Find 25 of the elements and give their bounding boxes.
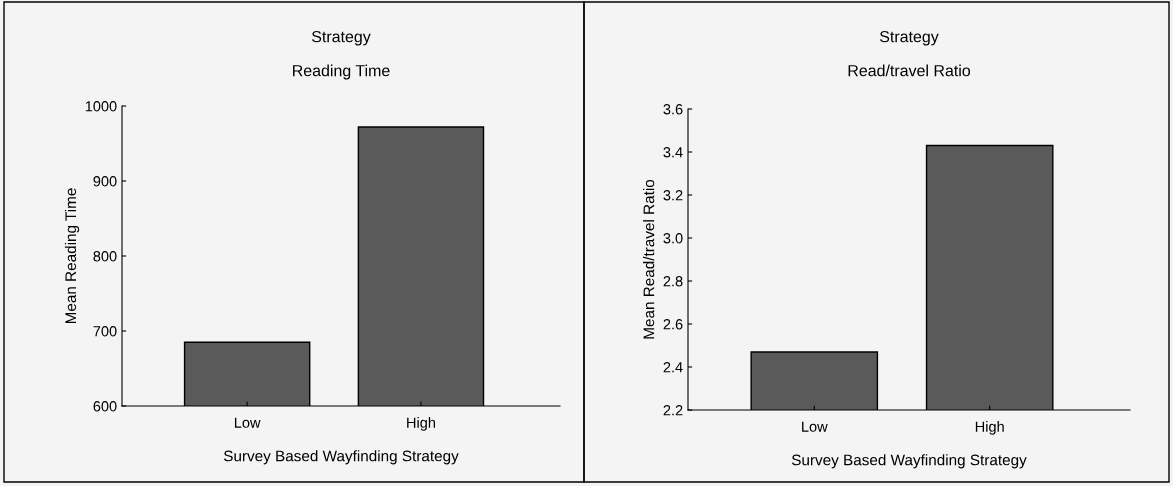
y-tick-label: 3.0: [663, 233, 683, 244]
y-tick-label: 1000: [85, 101, 117, 112]
y-tick-label: 2.4: [663, 362, 683, 373]
y-tick-label: 900: [93, 176, 117, 187]
chart-title: Strategy: [879, 30, 939, 46]
x-axis-title: Survey Based Wayfinding Strategy: [791, 454, 1027, 469]
y-axis-title: Mean Reading Time: [64, 188, 80, 324]
y-tick-label: 3.2: [663, 190, 683, 201]
y-tick-label: 2.8: [663, 276, 683, 287]
chart-title: Strategy: [311, 30, 371, 46]
x-tick-label: Low: [802, 421, 828, 432]
y-tick-label: 600: [93, 401, 117, 412]
y-tick-label: 3.6: [663, 104, 683, 115]
y-tick-label: 2.6: [663, 319, 683, 330]
x-tick-label: Low: [234, 417, 261, 428]
y-tick-label: 700: [93, 326, 117, 337]
chart-subtitle: Reading Time: [293, 64, 390, 80]
x-axis-title: Survey Based Wayfinding Strategy: [223, 450, 459, 465]
y-tick-label: 2.2: [663, 405, 683, 416]
x-tick-label: High: [407, 417, 435, 431]
y-axis-title: Mean Read/travel Ratio: [643, 179, 655, 339]
x-tick-label: High: [975, 421, 1004, 435]
chart-subtitle: Read/travel Ratio: [848, 64, 971, 77]
y-tick-label: 800: [93, 251, 117, 262]
y-tick-label: 3.4: [663, 147, 683, 158]
